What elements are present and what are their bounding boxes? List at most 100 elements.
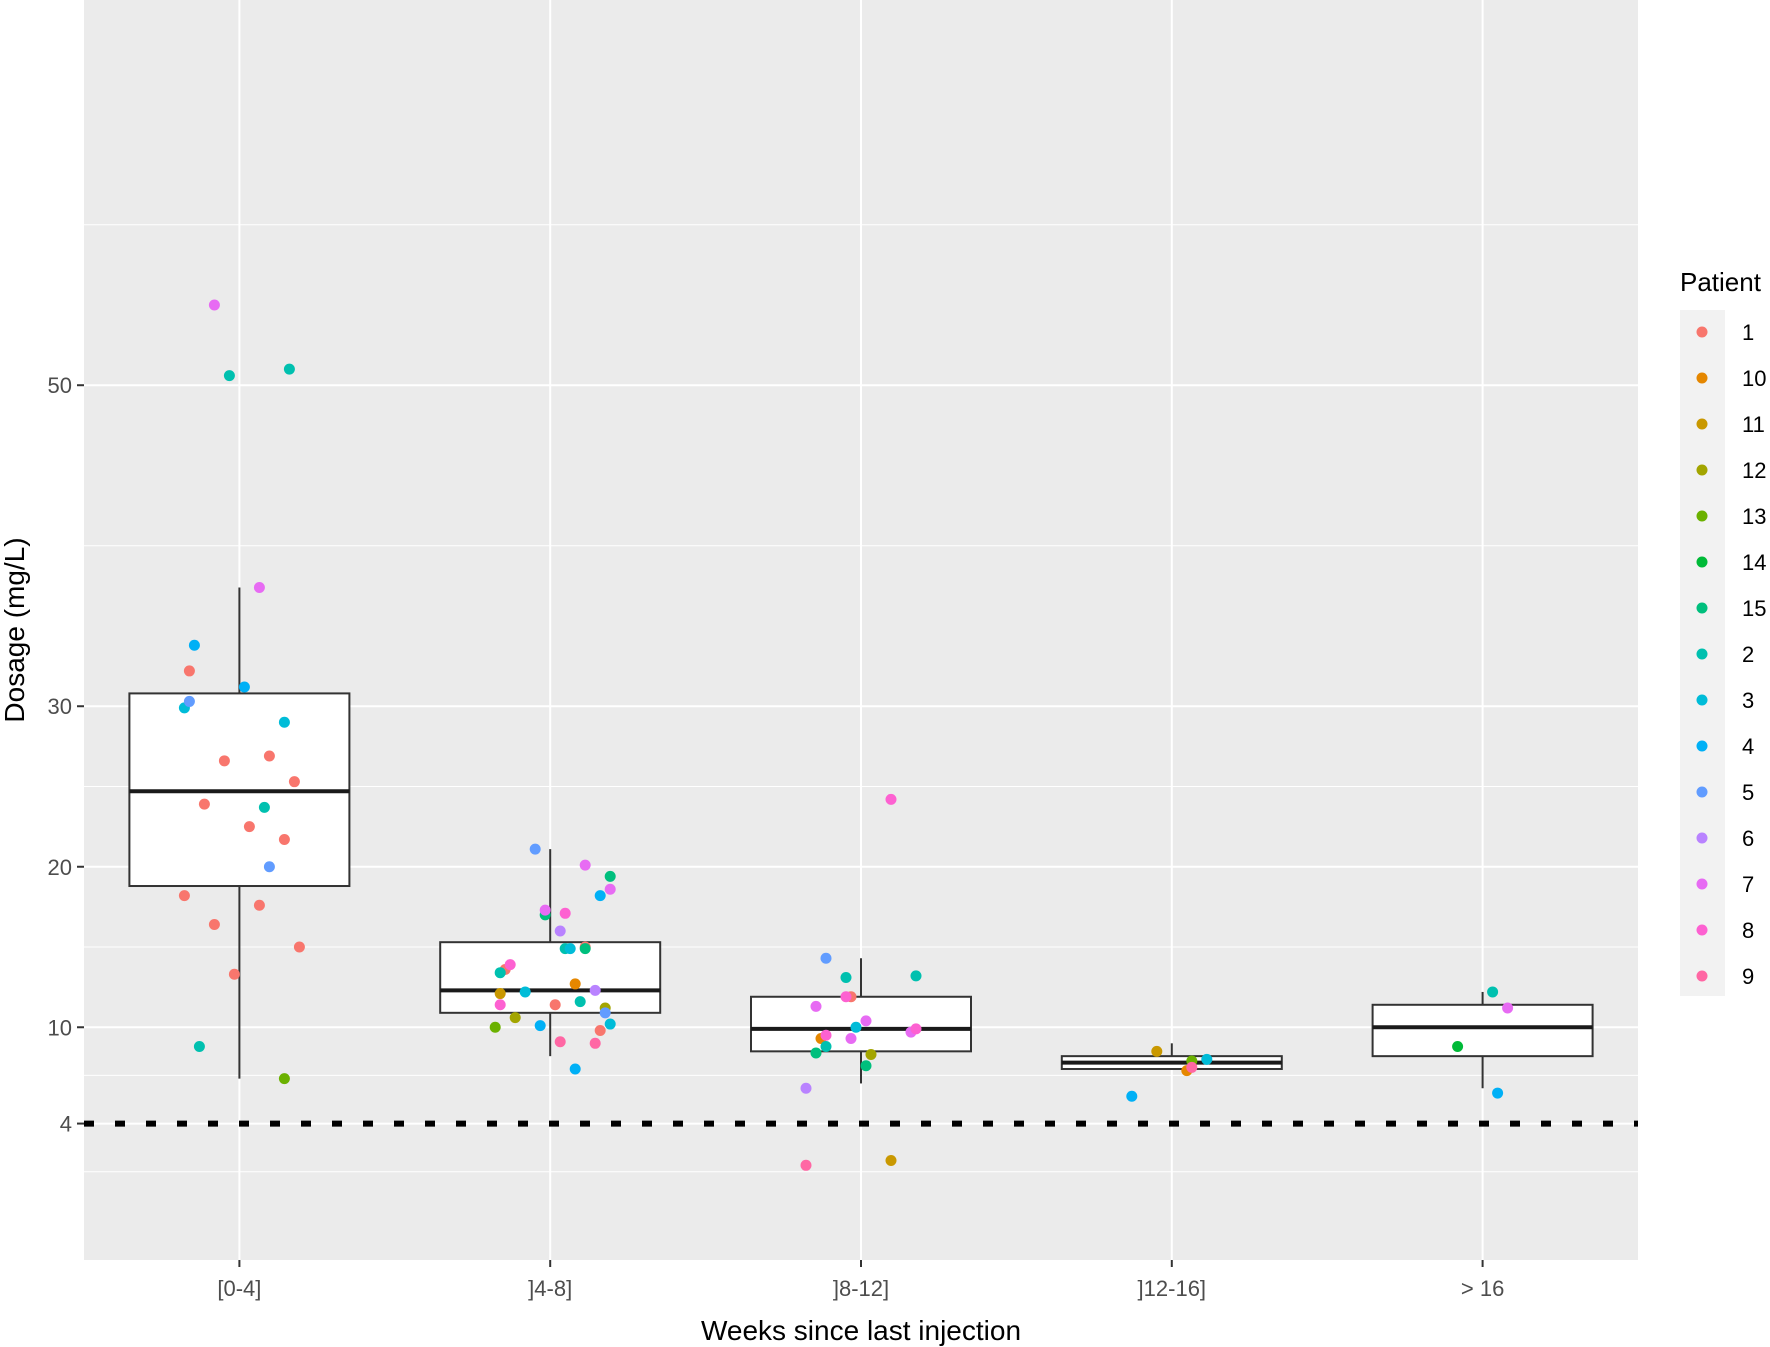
legend-label: 9 — [1742, 964, 1754, 989]
box — [439, 941, 662, 1014]
legend-label: 15 — [1742, 596, 1766, 621]
data-point — [253, 899, 265, 911]
data-point — [604, 883, 616, 895]
legend-label: 6 — [1742, 826, 1754, 851]
data-point — [885, 1154, 897, 1166]
data-point — [810, 1047, 822, 1059]
data-point — [218, 755, 230, 767]
data-point — [288, 776, 300, 788]
data-point — [574, 996, 586, 1008]
legend-key — [1696, 878, 1708, 890]
legend-key — [1696, 648, 1708, 660]
data-point — [564, 943, 576, 955]
x-axis-title: Weeks since last injection — [701, 1315, 1021, 1346]
data-point — [604, 1018, 616, 1030]
data-point — [263, 861, 275, 873]
data-point — [263, 750, 275, 762]
data-point — [278, 1073, 290, 1085]
legend-label: 1 — [1742, 320, 1754, 345]
data-point — [850, 1021, 862, 1033]
x-tick-label: ]4-8] — [528, 1276, 572, 1301]
legend-label: 5 — [1742, 780, 1754, 805]
data-point — [258, 801, 270, 813]
legend-key — [1696, 464, 1708, 476]
data-point — [594, 1024, 606, 1036]
data-point — [208, 919, 220, 931]
data-point — [198, 798, 210, 810]
legend-key — [1696, 510, 1708, 522]
data-point — [188, 639, 200, 651]
boxes — [128, 587, 1594, 1089]
data-point — [569, 978, 581, 990]
data-point — [860, 1060, 872, 1072]
legend-key — [1696, 694, 1708, 706]
y-tick-label: 30 — [48, 694, 72, 719]
data-point — [208, 299, 220, 311]
legend-label: 7 — [1742, 872, 1754, 897]
data-point — [193, 1041, 205, 1053]
data-point — [885, 793, 897, 805]
data-point — [283, 363, 295, 375]
legend-label: 2 — [1742, 642, 1754, 667]
box — [750, 995, 972, 1053]
data-point — [519, 986, 531, 998]
legend-key — [1696, 556, 1708, 568]
legend-label: 13 — [1742, 504, 1766, 529]
legend-key — [1696, 602, 1708, 614]
legend: Patient 1 10 11 12 13 14 15 2 3 4 5 6 7 8 9 — [1680, 267, 1766, 996]
y-tick-label: 50 — [48, 373, 72, 398]
data-point — [529, 843, 541, 855]
y-tick-label: 20 — [48, 855, 72, 880]
data-point — [840, 991, 852, 1003]
legend-label: 12 — [1742, 458, 1766, 483]
y-axis-title: Dosage (mg/L) — [0, 537, 30, 722]
data-point — [228, 968, 240, 980]
legend-key — [1696, 970, 1708, 982]
data-point — [554, 1036, 566, 1048]
points — [178, 299, 1514, 1171]
x-axis: [0-4]]4-8]]8-12]]12-16] > 16 — [217, 1260, 1504, 1301]
legend-key — [1696, 372, 1708, 384]
data-point — [604, 870, 616, 882]
data-point — [840, 972, 852, 984]
data-point — [1487, 986, 1499, 998]
x-tick-label: [0-4] — [217, 1276, 261, 1301]
data-point — [1186, 1061, 1198, 1073]
data-point — [569, 1063, 581, 1075]
legend-key — [1696, 786, 1708, 798]
data-point — [860, 1015, 872, 1027]
data-point — [559, 907, 571, 919]
data-point — [800, 1082, 812, 1094]
legend-key — [1696, 924, 1708, 936]
legend-title: Patient — [1680, 267, 1762, 297]
data-point — [554, 925, 566, 937]
y-tick-label: 10 — [48, 1015, 72, 1040]
data-point — [1502, 1002, 1514, 1014]
data-point — [223, 370, 235, 382]
legend-label: 8 — [1742, 918, 1754, 943]
data-point — [589, 984, 601, 996]
legend-key — [1696, 740, 1708, 752]
data-point — [820, 1029, 832, 1041]
data-point — [489, 1021, 501, 1033]
data-point — [579, 859, 591, 871]
data-point — [1201, 1053, 1213, 1065]
data-point — [494, 999, 506, 1011]
data-point — [183, 665, 195, 677]
y-tick-label: 4 — [60, 1112, 72, 1137]
data-point — [539, 904, 551, 916]
x-tick-label: ]12-16] — [1138, 1276, 1207, 1301]
legend-label: 14 — [1742, 550, 1766, 575]
data-point — [1126, 1090, 1138, 1102]
data-point — [504, 959, 516, 971]
data-point — [278, 716, 290, 728]
data-point — [910, 970, 922, 982]
legend-label: 4 — [1742, 734, 1754, 759]
legend-label: 10 — [1742, 366, 1766, 391]
x-tick-label: > 16 — [1461, 1276, 1504, 1301]
data-point — [1452, 1041, 1464, 1053]
data-point — [910, 1023, 922, 1035]
legend-key — [1696, 326, 1708, 338]
data-point — [800, 1159, 812, 1171]
